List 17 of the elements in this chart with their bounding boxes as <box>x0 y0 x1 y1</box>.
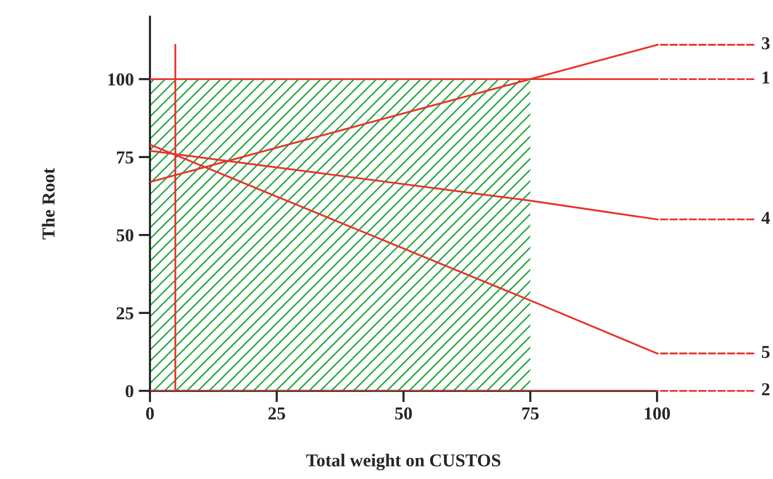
y-tick-label: 50 <box>116 229 134 242</box>
y-axis-title: The Root <box>42 168 55 240</box>
text: 2 <box>762 383 770 396</box>
x-tick-label: 75 <box>522 408 539 420</box>
text: 1 <box>762 72 770 84</box>
x-tick-label: 25 <box>268 407 286 420</box>
y-tick-label: 75 <box>116 151 134 164</box>
x-tick-label: 50 <box>395 407 412 420</box>
text: 3 <box>762 37 770 50</box>
text: 4 <box>761 212 770 224</box>
y-tick-label: 0 <box>126 385 134 398</box>
x-axis-title: Total weight on CUSTOS <box>306 454 500 470</box>
y-tick-label: 100 <box>108 73 134 86</box>
x-tick-label: 0 <box>146 407 154 420</box>
text: 5 <box>762 346 770 358</box>
y-tick-label: 25 <box>116 307 134 320</box>
x-tick-label: 100 <box>644 407 670 420</box>
